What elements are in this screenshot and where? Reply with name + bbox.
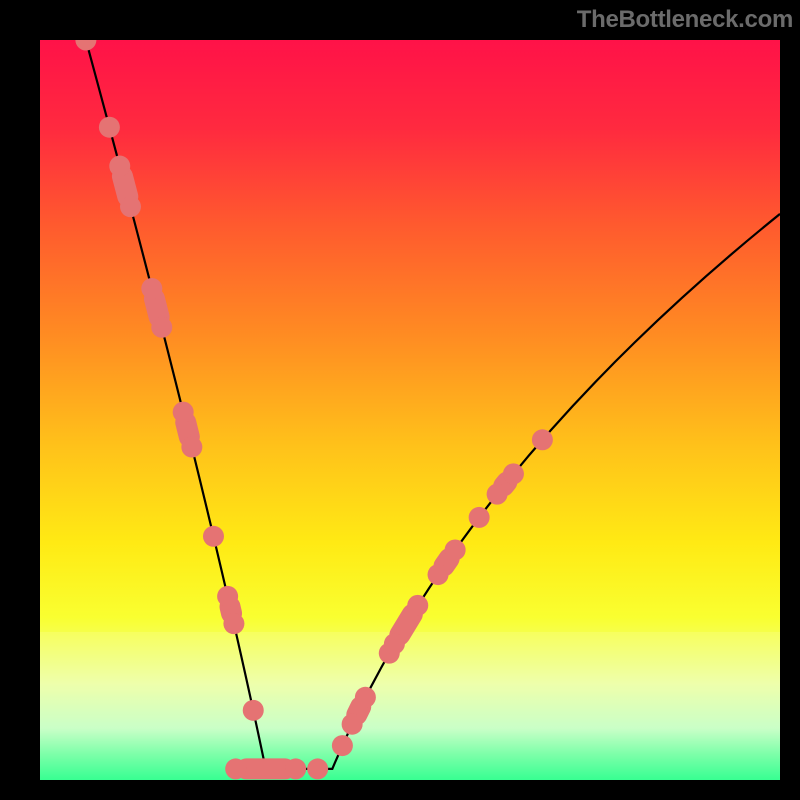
marker-dot (469, 507, 490, 528)
marker-dot (332, 735, 353, 756)
chart-svg (40, 40, 780, 780)
watermark: TheBottleneck.com (577, 6, 793, 34)
marker-dot (307, 758, 328, 779)
plot-area (40, 40, 780, 780)
marker-dot (99, 117, 120, 138)
marker-dot (203, 526, 224, 547)
marker-dot (532, 429, 553, 450)
marker-dot (243, 700, 264, 721)
